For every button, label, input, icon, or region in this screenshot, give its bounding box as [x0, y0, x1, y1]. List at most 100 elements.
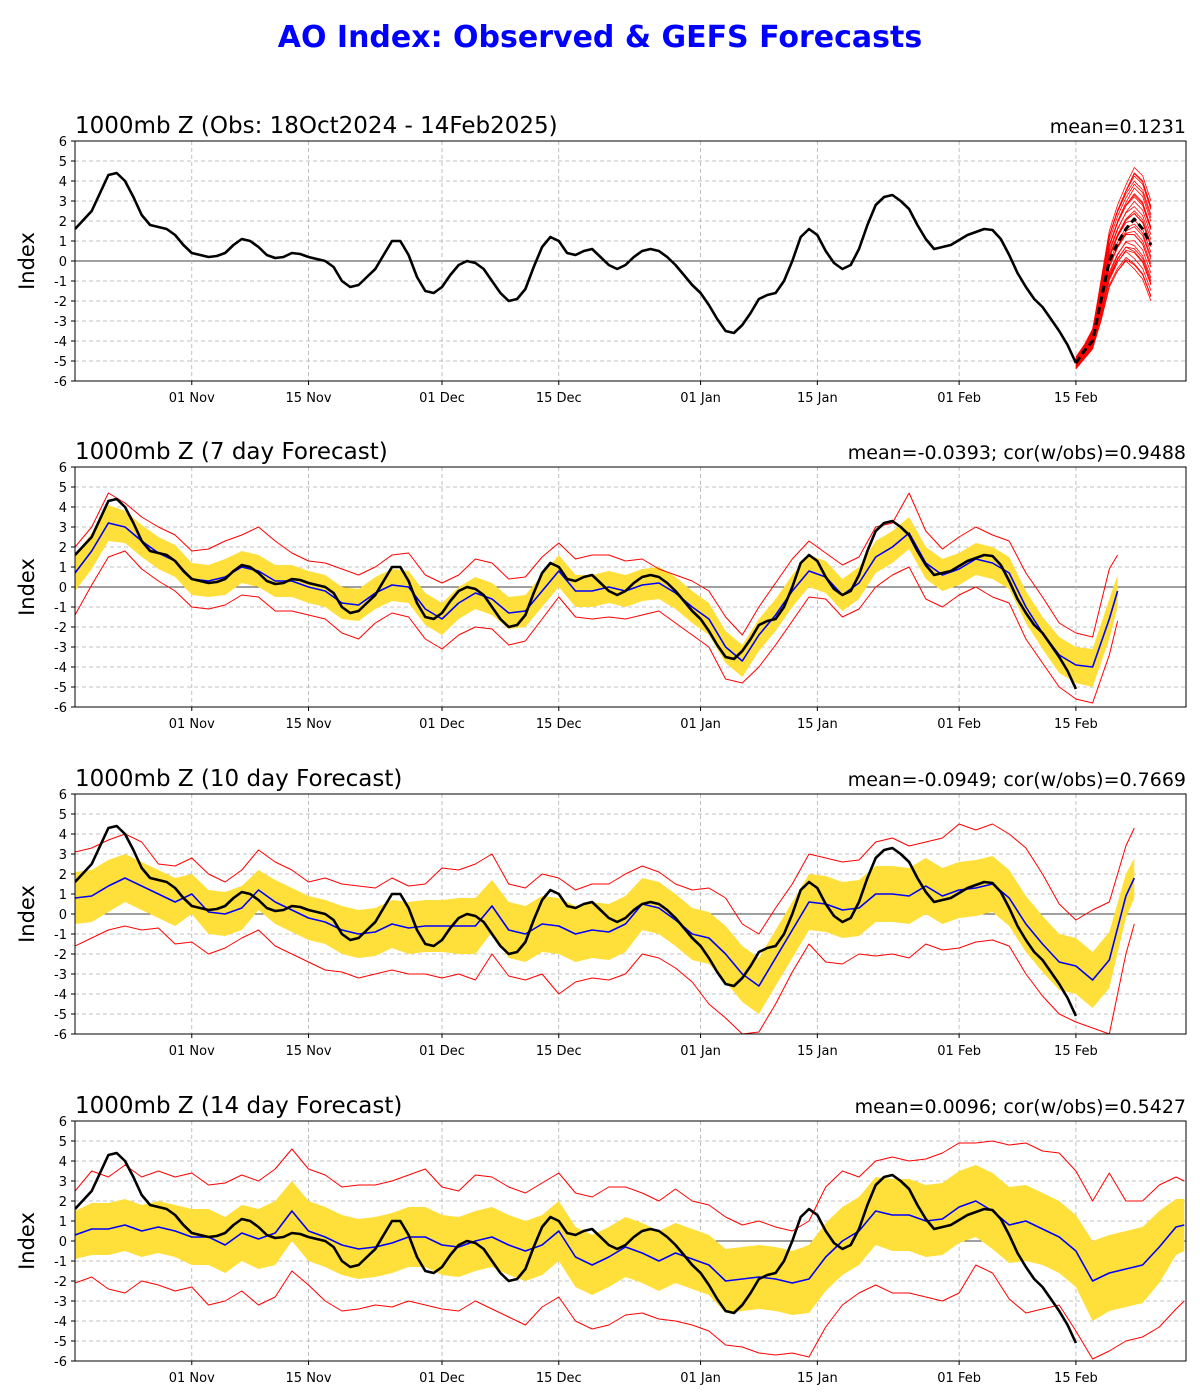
x-tick-label: 01 Jan [680, 1371, 721, 1386]
x-tick-label: 15 Feb [1054, 391, 1098, 406]
x-tick-label: 01 Feb [937, 391, 981, 406]
ensemble-max-line [75, 492, 1119, 638]
chart-panel-3: 01 Nov 15 Nov 01 Dec 15 Dec 01 Jan 15 Jan 01 F… [15, 766, 1187, 1059]
panel-title: 1000mb Z (7 day Forecast) [75, 439, 388, 465]
y-tick-label: 3 [59, 1175, 67, 1190]
y-tick-label: -2 [54, 295, 67, 310]
y-tick-label: -2 [54, 1275, 67, 1290]
x-tick-label: 15 Jan [797, 391, 838, 406]
ensemble-max-line [75, 1140, 1185, 1232]
y-tick-label: -5 [54, 681, 67, 696]
observed-line [75, 824, 1078, 1017]
plot-area [75, 1140, 1185, 1360]
panel-title: 1000mb Z (14 day Forecast) [75, 1093, 402, 1119]
y-tick-label: 0 [59, 255, 67, 270]
x-tick-label: 15 Dec [536, 391, 582, 406]
y-tick-label: -6 [54, 375, 67, 390]
x-tick-label: 15 Nov [286, 1044, 332, 1059]
x-tick-label: 15 Nov [286, 1371, 332, 1386]
y-tick-label: -5 [54, 355, 67, 370]
y-tick-label: 1 [59, 1215, 67, 1230]
ensemble-min-line [75, 923, 1135, 1034]
x-tick-label: 01 Feb [937, 1044, 981, 1059]
plot-frame [74, 1120, 1187, 1362]
x-tick-label: 15 Feb [1054, 1371, 1098, 1386]
y-tick-label: 0 [59, 581, 67, 596]
page-title: AO Index: Observed & GEFS Forecasts [277, 20, 923, 55]
y-tick-label: 0 [59, 908, 67, 923]
y-tick-label: 5 [59, 808, 67, 823]
chart-panel-2: 01 Nov 15 Nov 01 Dec 15 Dec 01 Jan 15 Jan 01 F… [15, 439, 1187, 732]
observed-line [75, 497, 1078, 690]
x-tick-label: 01 Nov [169, 1044, 215, 1059]
panel-title: 1000mb Z (10 day Forecast) [75, 766, 402, 792]
y-tick-label: -1 [54, 601, 67, 616]
y-tick-label: -6 [54, 1028, 67, 1043]
x-tick-label: 01 Jan [680, 391, 721, 406]
y-tick-label: -1 [54, 275, 67, 290]
y-tick-label: -4 [54, 1315, 67, 1330]
x-tick-label: 01 Feb [937, 717, 981, 732]
ensemble-min-line [75, 1264, 1185, 1360]
y-tick-label: 4 [59, 1155, 67, 1170]
y-axis-label: Index [15, 232, 39, 290]
x-tick-label: 01 Jan [680, 717, 721, 732]
observed-line [75, 1151, 1078, 1344]
y-tick-label: -6 [54, 1355, 67, 1370]
ensemble-min-line [75, 550, 1119, 704]
x-tick-label: 01 Dec [419, 717, 465, 732]
ensemble-member-line [1075, 187, 1152, 359]
x-tick-label: 01 Jan [680, 1044, 721, 1059]
y-tick-label: -5 [54, 1335, 67, 1350]
x-tick-label: 15 Jan [797, 717, 838, 732]
ensemble-spread-band [75, 505, 1118, 687]
ensemble-max-line [75, 823, 1135, 935]
plot-area [75, 167, 1153, 370]
y-tick-label: -3 [54, 968, 67, 983]
y-tick-label: 2 [59, 541, 67, 556]
ensemble-spread-band [75, 1165, 1185, 1321]
chart-panel-4: 01 Nov 15 Nov 01 Dec 15 Dec 01 Jan 15 Jan 01 F… [15, 1093, 1187, 1386]
y-tick-label: 0 [59, 1235, 67, 1250]
plot-frame [74, 140, 1187, 382]
chart-panel-1: 01 Nov 15 Nov 01 Dec 15 Dec 01 Jan 15 Jan 01 F… [15, 113, 1187, 406]
x-tick-label: 15 Nov [286, 391, 332, 406]
y-tick-label: -2 [54, 948, 67, 963]
y-tick-label: 4 [59, 828, 67, 843]
y-tick-label: 6 [59, 788, 67, 803]
x-tick-label: 15 Dec [536, 1371, 582, 1386]
panel-title: 1000mb Z (Obs: 18Oct2024 - 14Feb2025) [75, 113, 558, 139]
y-tick-label: -5 [54, 1008, 67, 1023]
y-tick-label: 5 [59, 155, 67, 170]
x-tick-label: 15 Dec [536, 717, 582, 732]
y-axis-label: Index [15, 1212, 39, 1270]
y-tick-label: 6 [59, 461, 67, 476]
ensemble-spread-band [75, 854, 1135, 1014]
panel-stat-label: mean=0.0096; cor(w/obs)=0.5427 [855, 1096, 1186, 1118]
y-tick-label: 3 [59, 848, 67, 863]
y-tick-label: 6 [59, 1115, 67, 1130]
x-tick-label: 15 Feb [1054, 717, 1098, 732]
ensemble-member-line [1075, 172, 1152, 358]
plot-frame [74, 793, 1187, 1035]
y-tick-label: -3 [54, 315, 67, 330]
y-tick-label: 3 [59, 521, 67, 536]
y-tick-label: 6 [59, 135, 67, 150]
plot-frame [74, 466, 1187, 708]
ensemble-mean-line [75, 1200, 1185, 1284]
x-tick-label: 01 Dec [419, 1371, 465, 1386]
plot-area [75, 823, 1136, 1034]
y-tick-label: -2 [54, 621, 67, 636]
x-tick-label: 15 Nov [286, 717, 332, 732]
y-tick-label: 4 [59, 175, 67, 190]
y-tick-label: -1 [54, 928, 67, 943]
y-tick-label: 4 [59, 501, 67, 516]
y-tick-label: 1 [59, 235, 67, 250]
y-tick-label: 5 [59, 1135, 67, 1150]
panel-stat-label: mean=0.1231 [1050, 116, 1186, 138]
x-tick-label: 01 Nov [169, 1371, 215, 1386]
y-tick-label: 3 [59, 195, 67, 210]
y-axis-label: Index [15, 885, 39, 943]
panel-stat-label: mean=-0.0393; cor(w/obs)=0.9488 [848, 442, 1186, 464]
